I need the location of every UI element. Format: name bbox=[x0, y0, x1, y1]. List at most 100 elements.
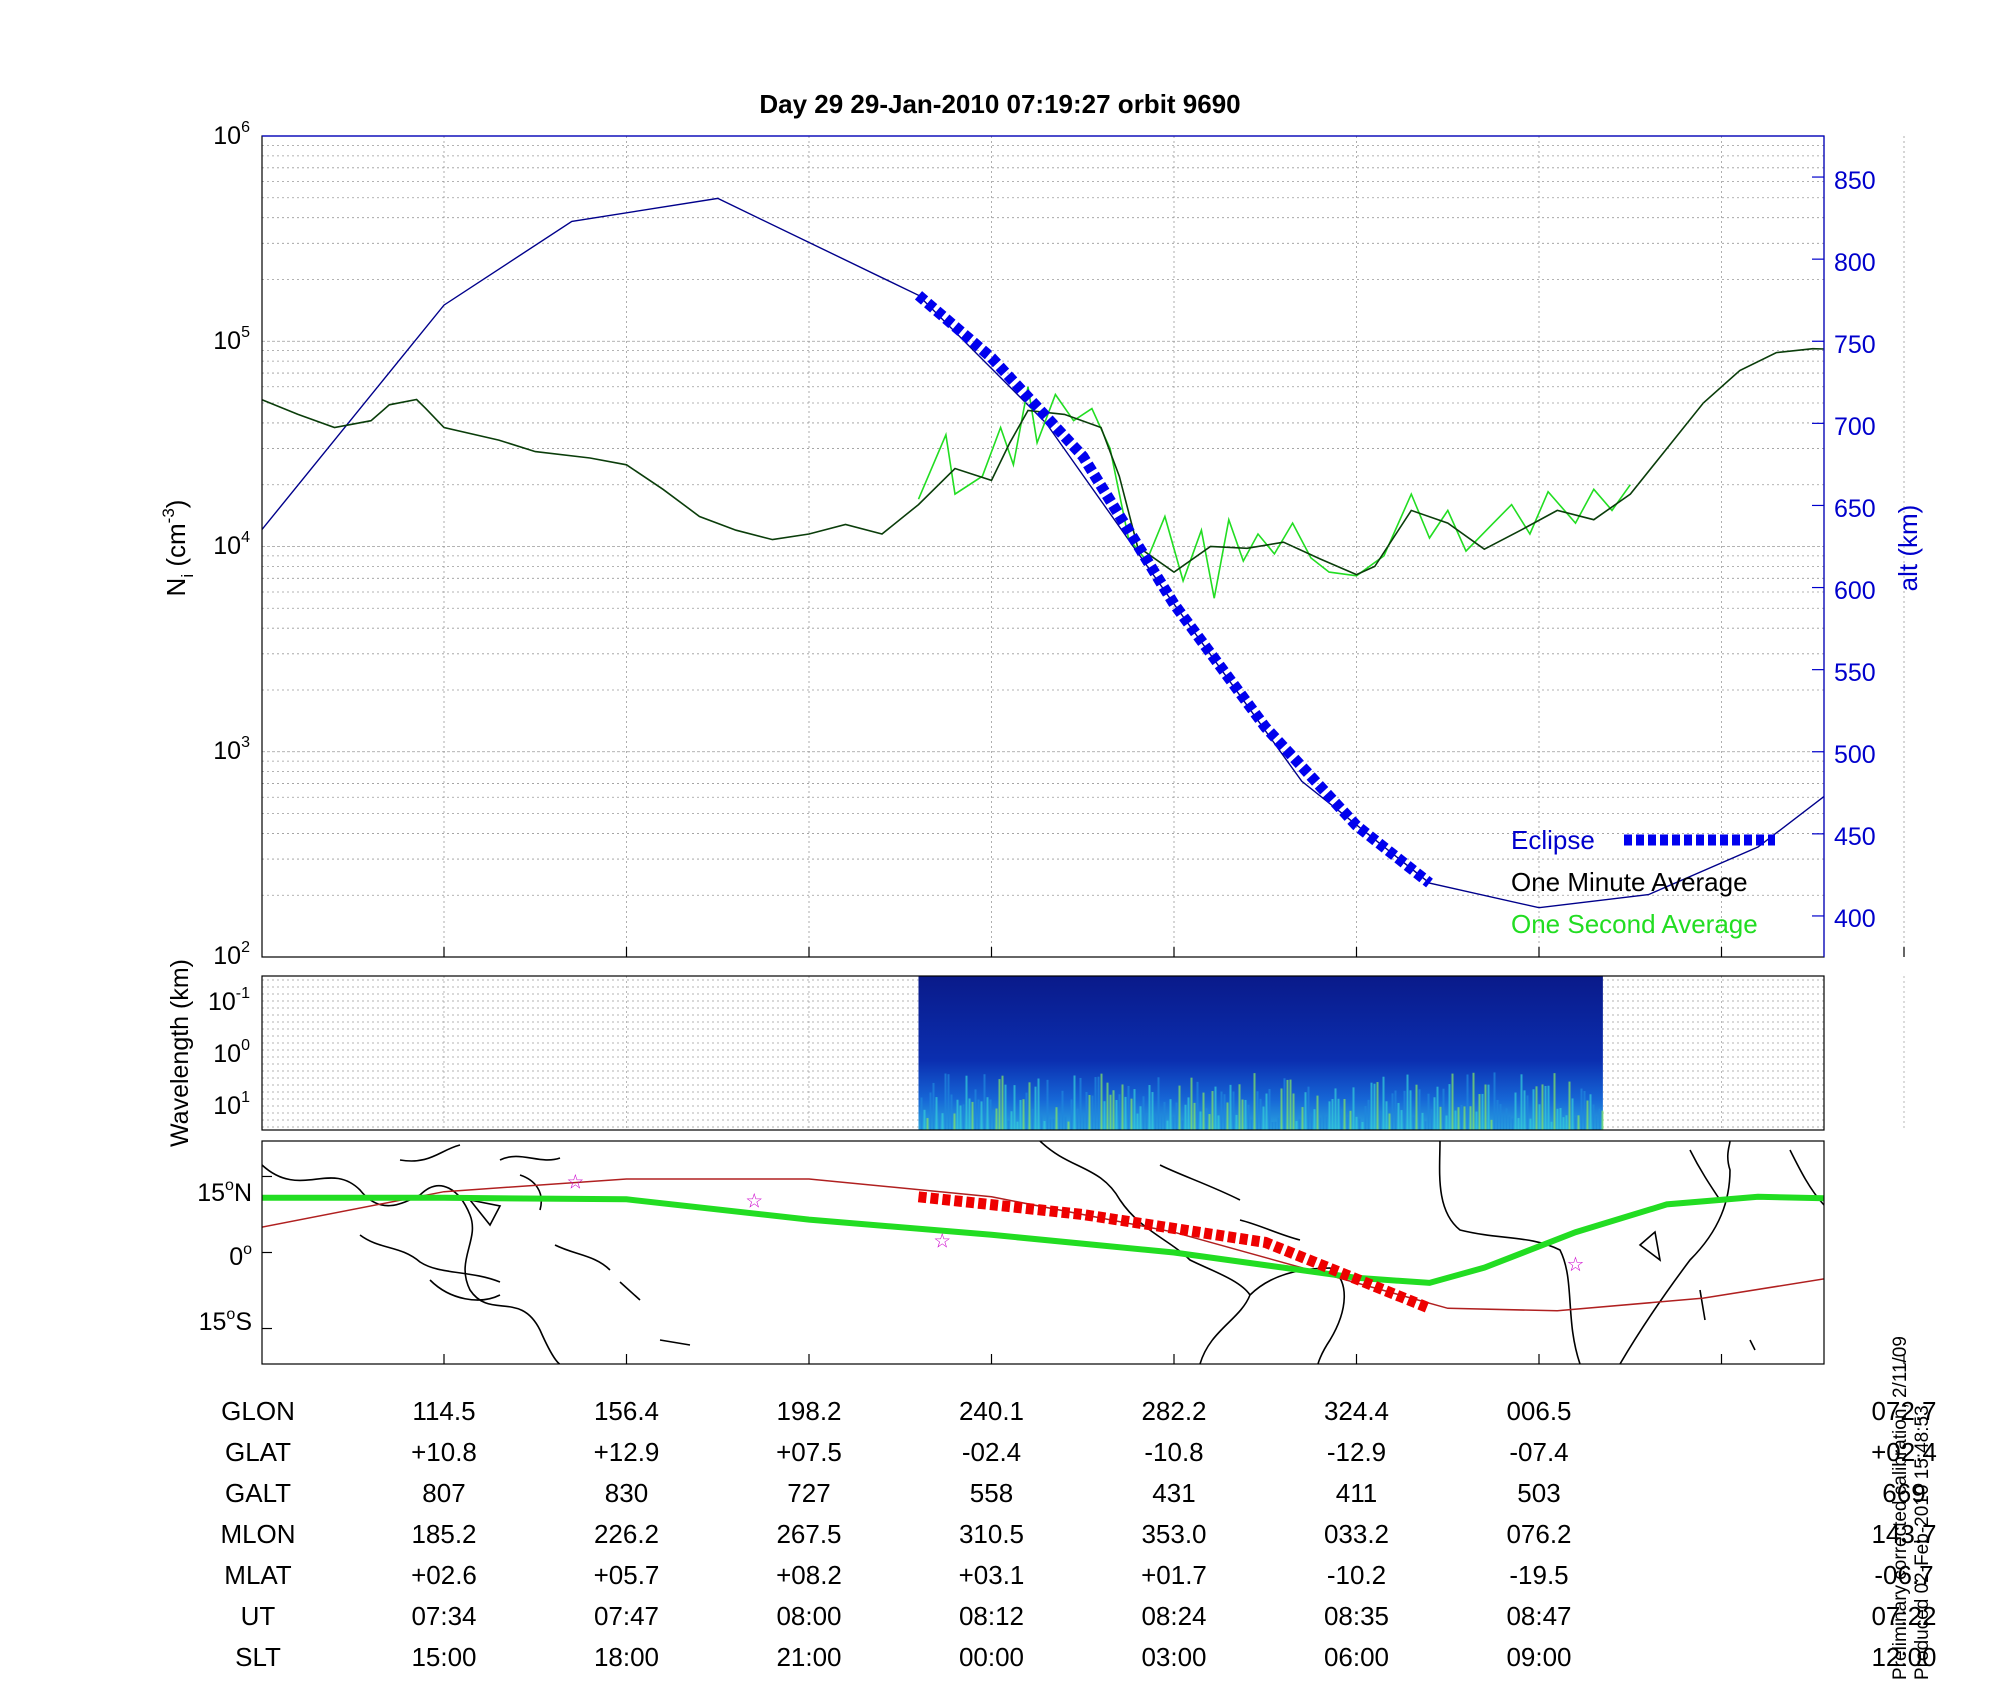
spectrogram-streak bbox=[1469, 1106, 1472, 1130]
table-cell: 08:35 bbox=[1324, 1601, 1389, 1631]
ephemeris-table: GLON 114.5 156.4 198.2 240.1 282.2 324.4 006.5 0… bbox=[220, 1396, 1936, 1672]
spectrogram-streak bbox=[1172, 1116, 1175, 1130]
spectrogram-streak bbox=[1010, 1111, 1013, 1130]
spectrogram-streak bbox=[1505, 1108, 1508, 1130]
spectrogram-streak bbox=[998, 1079, 1001, 1130]
table-cell: 143.7 bbox=[1871, 1519, 1936, 1549]
table-cell: -10.8 bbox=[1144, 1437, 1203, 1467]
spectrogram-streak bbox=[1565, 1115, 1568, 1130]
spectrogram-streak bbox=[1571, 1098, 1574, 1130]
spectrogram-streak bbox=[1187, 1097, 1190, 1130]
legend-eclipse-label: Eclipse bbox=[1511, 825, 1595, 855]
table-row-label: MLAT bbox=[224, 1560, 292, 1590]
spectrogram-streak bbox=[1448, 1084, 1451, 1130]
spectrogram-streak bbox=[1337, 1098, 1340, 1130]
spectrogram-streak bbox=[1238, 1084, 1241, 1130]
spectrogram-streak bbox=[1274, 1121, 1277, 1130]
spectrogram-streak bbox=[971, 1101, 974, 1130]
spectrogram-streak bbox=[1097, 1076, 1100, 1130]
table-cell: -07.4 bbox=[1509, 1437, 1568, 1467]
table-cell: 226.2 bbox=[594, 1519, 659, 1549]
legend: Eclipse One Minute Average One Second Av… bbox=[1511, 825, 1775, 939]
map-area bbox=[262, 1141, 1824, 1364]
y2-tick-label: 400 bbox=[1834, 905, 1876, 933]
spectrogram-streak bbox=[986, 1097, 989, 1130]
map-panel: ☆ ☆ ☆ ☆ 15oN 0o 15oS bbox=[197, 1140, 1905, 1365]
spectrogram-streak bbox=[929, 1092, 932, 1130]
table-cell: 310.5 bbox=[959, 1519, 1024, 1549]
spectrogram-streak bbox=[1316, 1095, 1319, 1130]
density-panel: 102 103 104 105 106 Ni (cm-3) 400 450 50… bbox=[159, 119, 1923, 970]
table-cell: -06.7 bbox=[1874, 1560, 1933, 1590]
spectrogram-streak bbox=[1016, 1121, 1019, 1130]
spectrogram-streak bbox=[1601, 1110, 1604, 1130]
spectrogram-streak bbox=[1085, 1091, 1088, 1130]
table-cell: -10.2 bbox=[1327, 1560, 1386, 1590]
spectrogram-streak bbox=[1193, 1102, 1196, 1130]
spectrogram-streak bbox=[1442, 1088, 1445, 1130]
spectrogram-streak bbox=[1436, 1086, 1439, 1130]
spectrogram-streak bbox=[1301, 1107, 1304, 1130]
spectrogram-streak bbox=[1007, 1120, 1010, 1130]
spectrogram-streak bbox=[1040, 1113, 1043, 1130]
spectrogram-streak bbox=[1364, 1106, 1367, 1130]
spectrogram-panel: 10-1 100 101 Wavelength (km) bbox=[166, 959, 1905, 1147]
table-cell: 033.2 bbox=[1324, 1519, 1389, 1549]
spectrogram-streak bbox=[1346, 1116, 1349, 1130]
spectrogram-streak bbox=[1019, 1099, 1022, 1130]
y2-tick-label: 650 bbox=[1834, 495, 1876, 523]
y-tick-label: 103 bbox=[213, 734, 250, 765]
spectrogram-frame bbox=[261, 975, 1825, 1131]
table-cell: 503 bbox=[1517, 1478, 1560, 1508]
spectrogram-streak bbox=[1541, 1084, 1544, 1130]
spectrogram-streak bbox=[1574, 1117, 1577, 1130]
spectrogram-streak bbox=[1280, 1088, 1283, 1130]
spectrogram-streak bbox=[1064, 1116, 1067, 1130]
spectrogram-streak bbox=[1271, 1121, 1274, 1130]
spectrogram-streak bbox=[1148, 1085, 1151, 1130]
spectrogram-streak bbox=[1457, 1107, 1460, 1130]
table-cell: +12.9 bbox=[594, 1437, 660, 1467]
spectrogram-streak bbox=[1487, 1084, 1490, 1130]
spectrogram-streak bbox=[1424, 1121, 1427, 1130]
spectrogram-streak bbox=[1430, 1109, 1433, 1130]
spectrogram-streak bbox=[1472, 1072, 1475, 1130]
spectrogram-streak bbox=[1283, 1078, 1286, 1130]
table-cell: 727 bbox=[787, 1478, 830, 1508]
table-cell: 185.2 bbox=[411, 1519, 476, 1549]
table-cell: +02.4 bbox=[1871, 1437, 1937, 1467]
spectrogram-streak bbox=[974, 1089, 977, 1130]
table-cell: +02.6 bbox=[411, 1560, 477, 1590]
spectrogram-streak bbox=[1373, 1083, 1376, 1130]
spectrogram-streak bbox=[1400, 1110, 1403, 1130]
table-cell: +07.5 bbox=[776, 1437, 842, 1467]
coastlines bbox=[262, 1141, 1824, 1364]
spectrogram-streak bbox=[1385, 1101, 1388, 1130]
table-cell: 240.1 bbox=[959, 1396, 1024, 1426]
spectrogram-streak bbox=[1169, 1099, 1172, 1130]
table-cell: 411 bbox=[1336, 1478, 1377, 1508]
spectrogram-streak bbox=[1307, 1086, 1310, 1130]
spectrogram-streak bbox=[1403, 1090, 1406, 1130]
spectrogram-streak bbox=[1499, 1103, 1502, 1130]
spectrogram-streak bbox=[1046, 1079, 1049, 1130]
spectrogram-streak bbox=[1598, 1108, 1601, 1130]
spectrogram-streak bbox=[1157, 1077, 1160, 1130]
spectrogram-streak bbox=[1262, 1106, 1265, 1130]
spectrogram-streak bbox=[1022, 1099, 1025, 1130]
spectrogram-streak bbox=[1415, 1084, 1418, 1130]
spectrogram-streak bbox=[1181, 1120, 1184, 1130]
table-row-label: GLON bbox=[221, 1396, 295, 1426]
table-cell: 353.0 bbox=[1141, 1519, 1206, 1549]
spectrogram-streak bbox=[1199, 1111, 1202, 1130]
spectrogram-streak bbox=[1331, 1098, 1334, 1130]
table-cell: -19.5 bbox=[1509, 1560, 1568, 1590]
spectrogram-streak bbox=[1559, 1108, 1562, 1130]
y2-tick-label: 700 bbox=[1834, 413, 1876, 441]
spectrogram-streak bbox=[941, 1113, 944, 1130]
spectrogram-streak bbox=[1241, 1099, 1244, 1130]
table-row-label: GALT bbox=[225, 1478, 291, 1508]
spectrogram-streak bbox=[1409, 1090, 1412, 1130]
right-tick-labels: 400 450 500 550 600 650 700 750 800 850 bbox=[1834, 167, 1876, 933]
